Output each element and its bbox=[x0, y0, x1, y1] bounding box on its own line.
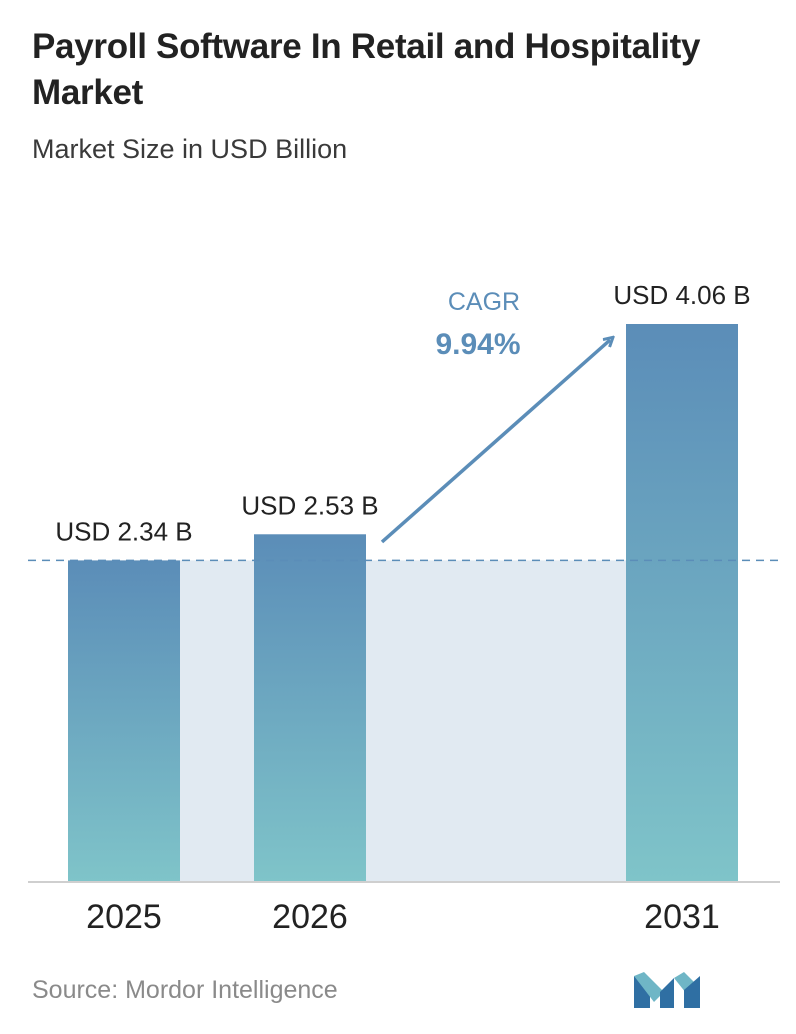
source-text: Source: Mordor Intelligence bbox=[32, 976, 338, 1004]
reference-band bbox=[366, 560, 626, 882]
mordor-intelligence-logo-icon bbox=[634, 972, 700, 1008]
reference-band bbox=[180, 560, 254, 882]
value-label-2026: USD 2.53 B bbox=[241, 490, 378, 520]
cagr-value: 9.94% bbox=[435, 328, 520, 361]
category-label-2025: 2025 bbox=[86, 898, 162, 936]
cagr-arrow bbox=[380, 340, 610, 544]
chart-subtitle: Market Size in USD Billion bbox=[32, 134, 348, 164]
bar-2026 bbox=[254, 534, 366, 882]
category-label-2026: 2026 bbox=[272, 898, 348, 936]
value-label-2025: USD 2.34 B bbox=[55, 516, 192, 546]
cagr-label: CAGR bbox=[448, 288, 520, 316]
chart-title: Payroll Software In Retail and Hospitali… bbox=[32, 27, 701, 112]
bar-2031 bbox=[626, 324, 738, 882]
bar-2025 bbox=[68, 560, 180, 882]
category-label-2031: 2031 bbox=[644, 898, 720, 936]
value-label-2031: USD 4.06 B bbox=[613, 280, 750, 310]
